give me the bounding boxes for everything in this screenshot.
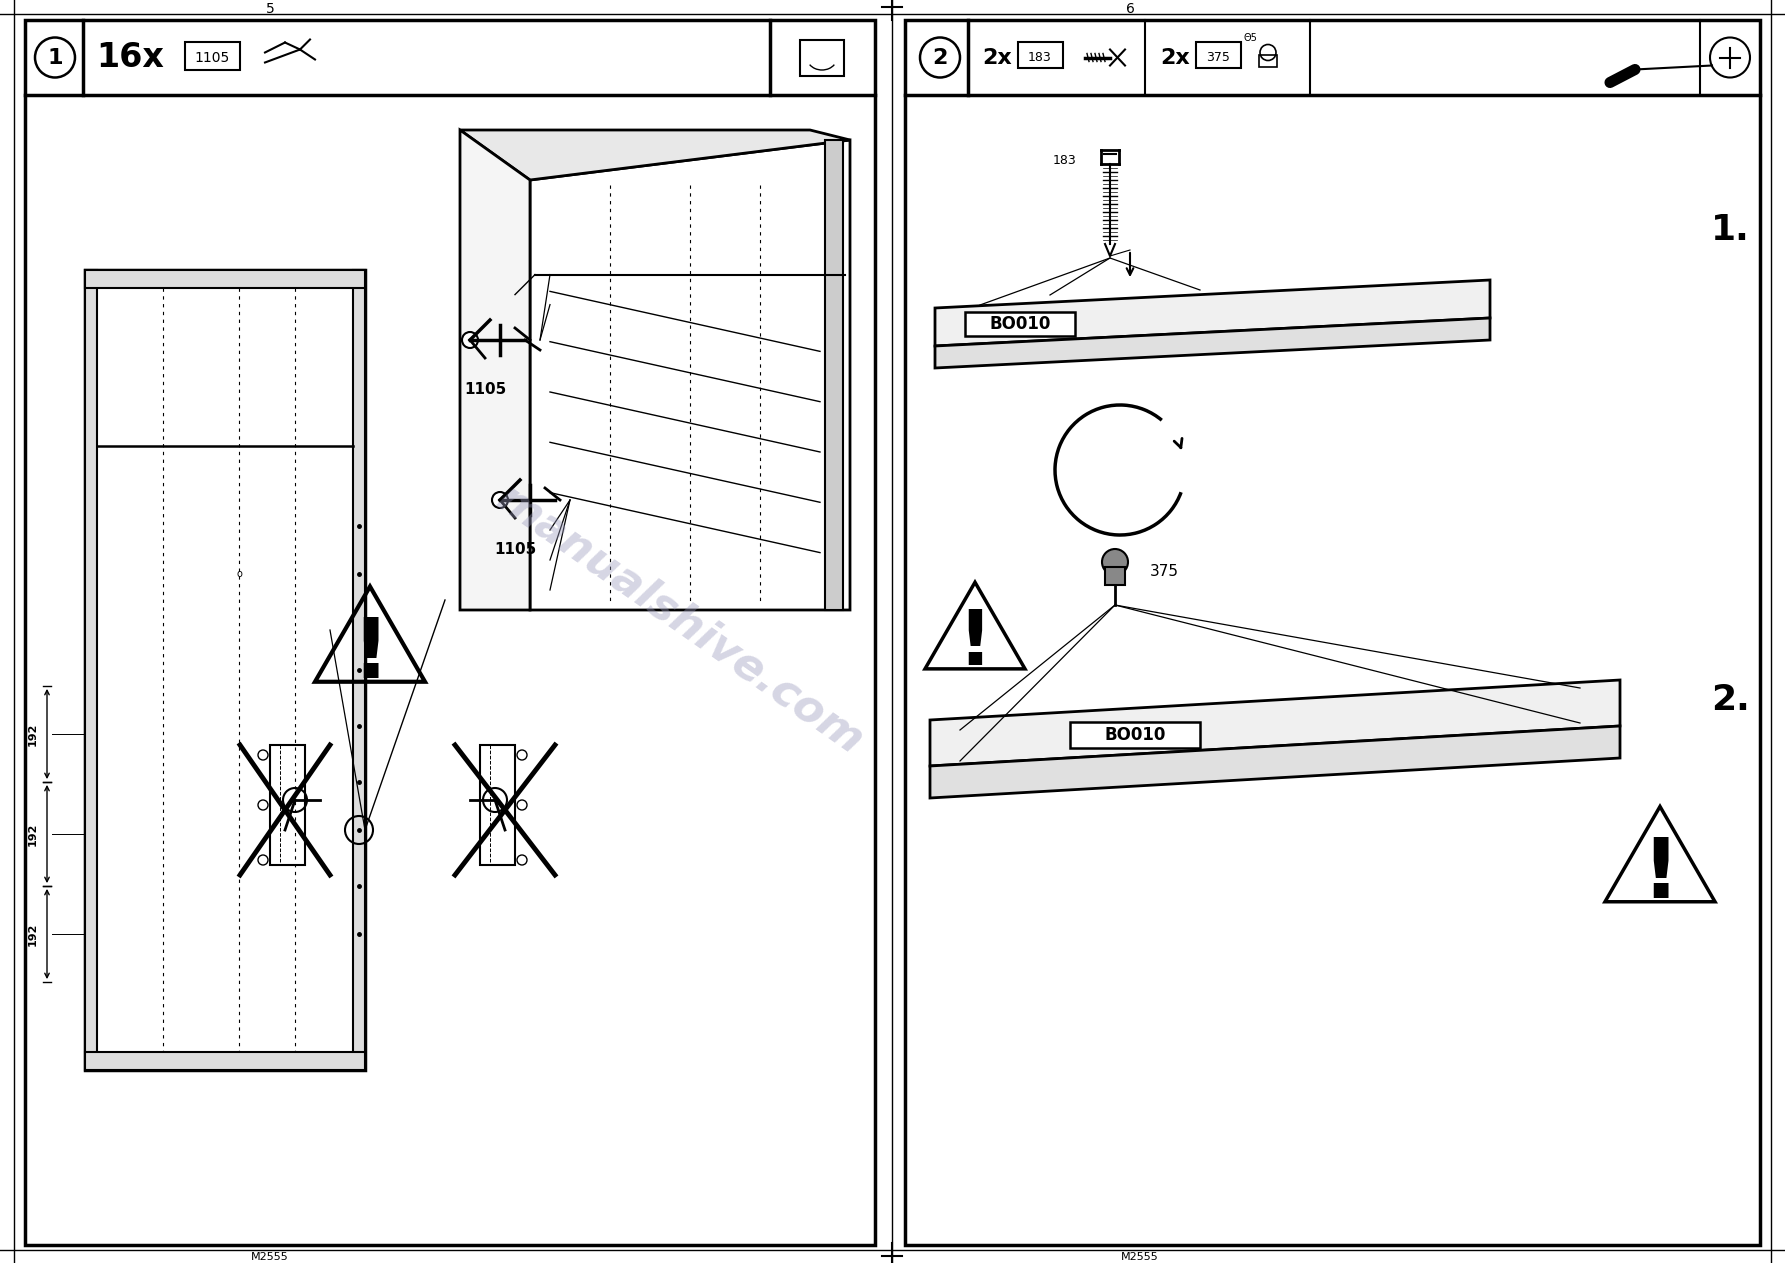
Text: 16x: 16x (96, 40, 164, 75)
Bar (86, 1052, 364, 1070)
Text: BO010: BO010 (989, 314, 1051, 333)
Text: 5: 5 (266, 3, 275, 16)
Bar (1258, 54, 1276, 67)
Circle shape (462, 332, 478, 349)
Text: 1105: 1105 (195, 51, 230, 64)
Text: BO010: BO010 (1105, 726, 1166, 744)
Text: 192: 192 (29, 722, 37, 745)
Bar (825, 140, 843, 610)
Text: Θ5: Θ5 (1242, 33, 1257, 43)
Bar (1017, 42, 1064, 68)
Text: o: o (236, 570, 243, 578)
Circle shape (493, 493, 509, 508)
Bar (966, 312, 1075, 336)
Text: M2555: M2555 (252, 1252, 289, 1262)
Text: 1.: 1. (1710, 213, 1749, 248)
Text: 2: 2 (932, 48, 948, 67)
Text: 2x: 2x (1160, 48, 1191, 67)
Text: 183: 183 (1053, 154, 1076, 167)
Bar (905, 20, 1760, 1245)
Text: 375: 375 (1150, 565, 1180, 580)
Text: M2555: M2555 (1121, 1252, 1158, 1262)
Polygon shape (930, 679, 1621, 765)
Text: !: ! (1640, 834, 1680, 914)
Text: 1105: 1105 (464, 383, 507, 398)
Bar (1069, 722, 1200, 748)
Text: 2.: 2. (1710, 683, 1749, 717)
Text: 192: 192 (29, 822, 37, 846)
Bar (270, 745, 305, 865)
Text: 183: 183 (1028, 51, 1051, 64)
Bar (86, 270, 96, 1070)
Bar (186, 42, 239, 69)
Polygon shape (461, 130, 850, 181)
Text: 375: 375 (1207, 51, 1230, 64)
Polygon shape (935, 318, 1490, 368)
Bar (25, 20, 875, 1245)
Circle shape (1101, 549, 1128, 575)
Bar (1105, 567, 1125, 585)
Text: 2x: 2x (982, 48, 1012, 67)
Bar (353, 270, 364, 1070)
Bar (86, 270, 364, 1070)
Text: manualshive.com: manualshive.com (489, 477, 871, 763)
Text: 1105: 1105 (494, 543, 536, 557)
Polygon shape (930, 726, 1621, 798)
Text: 192: 192 (29, 922, 37, 946)
Bar (86, 270, 364, 288)
Text: !: ! (352, 614, 389, 695)
Bar (1196, 42, 1241, 68)
Text: !: ! (957, 606, 992, 681)
Bar (480, 745, 516, 865)
Polygon shape (461, 130, 530, 610)
Polygon shape (935, 280, 1490, 346)
Bar (800, 39, 844, 76)
Text: 1: 1 (46, 48, 62, 67)
Text: 6: 6 (1126, 3, 1135, 16)
